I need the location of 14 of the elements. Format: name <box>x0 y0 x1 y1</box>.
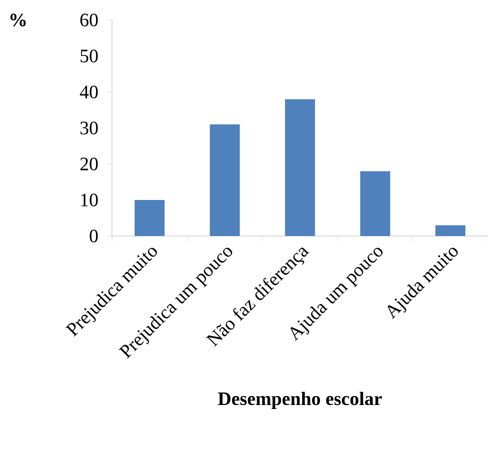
y-tick-label: 40 <box>80 86 98 98</box>
bar <box>285 99 315 236</box>
y-tick-label: 10 <box>81 194 98 206</box>
y-tick-label: 50 <box>80 50 98 62</box>
y-tick-label: 30 <box>80 122 98 134</box>
x-axis-title: Desempenho escolar <box>218 392 382 409</box>
y-tick-label: 0 <box>90 230 98 242</box>
bar <box>134 200 165 236</box>
bar <box>360 171 390 236</box>
y-tick-label: 60 <box>80 14 98 26</box>
y-axis-title: % <box>10 14 26 26</box>
y-tick-label: 20 <box>80 158 98 170</box>
bar <box>435 225 466 236</box>
bar <box>210 124 240 236</box>
